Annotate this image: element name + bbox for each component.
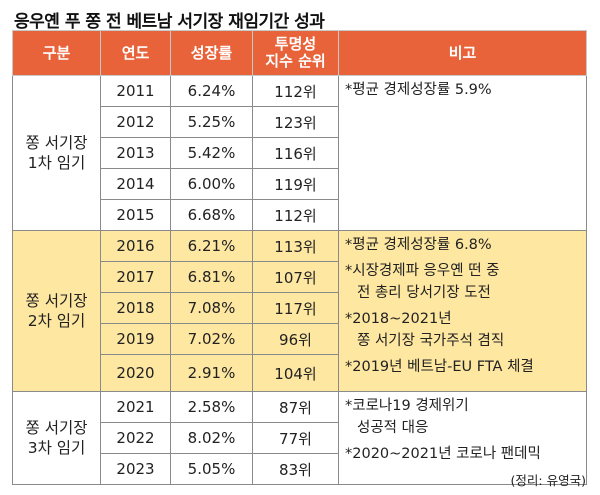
note-line-indent: 전 총리 당서기장 도전 xyxy=(357,285,491,301)
year-cell: 2022 xyxy=(100,422,171,454)
header-growth: 성장률 xyxy=(170,30,253,76)
note-line: *평균 경제성장률 6.8% xyxy=(345,237,492,253)
tenure-performance-table: 구분 연도 성장률 투명성 지수 순위 비고 쫑 서기장 1차 임기 2011 6.… xyxy=(12,30,587,485)
growth-cell: 6.24% xyxy=(170,75,253,107)
term-label-line2: 3차 임기 xyxy=(27,439,86,457)
year-cell: 2015 xyxy=(100,199,171,231)
year-cell: 2014 xyxy=(100,168,171,200)
year-cell: 2017 xyxy=(100,261,171,293)
year-cell: 2018 xyxy=(100,292,171,324)
note-cell: *코로나19 경제위기 성공적 대응 *2020~2021년 코로나 팬데믹 xyxy=(338,391,587,485)
table-row: 2020 2.91% 104위 xyxy=(13,354,587,392)
rank-cell: 96위 xyxy=(252,323,339,355)
rank-cell: 104위 xyxy=(252,354,339,392)
rank-cell: 87위 xyxy=(252,391,339,423)
header-rank-line1: 투명성 xyxy=(274,35,317,53)
year-cell: 2012 xyxy=(100,106,171,138)
table-row: 2015 6.68% 112위 xyxy=(13,199,587,231)
note-line: *코로나19 경제위기 xyxy=(345,398,469,414)
growth-cell: 2.91% xyxy=(170,354,253,392)
year-cell: 2021 xyxy=(100,391,171,423)
year-cell: 2020 xyxy=(100,354,171,392)
growth-cell: 6.81% xyxy=(170,261,253,293)
note-line: *2020~2021년 코로나 팬데믹 xyxy=(345,446,541,462)
note-line-indent: 성공적 대응 xyxy=(357,420,429,436)
header-row: 구분 연도 성장률 투명성 지수 순위 비고 xyxy=(12,30,587,76)
table-title: 응우옌 푸 쫑 전 베트남 서기장 재임기간 성과 xyxy=(14,12,325,32)
note-cell: *평균 경제성장률 5.9% xyxy=(338,75,587,231)
note-line-indent: 쫑 서기장 국가주석 겸직 xyxy=(357,333,505,349)
table-row: 2014 6.00% 119위 xyxy=(13,168,587,200)
year-cell: 2016 xyxy=(100,230,171,262)
rank-cell: 123위 xyxy=(252,106,339,138)
term-label: 쫑 서기장 3차 임기 xyxy=(12,391,101,485)
table-row: 쫑 서기장 2차 임기 2016 6.21% 113위 *평균 경제성장률 6.8… xyxy=(12,230,587,392)
growth-cell: 6.21% xyxy=(170,230,253,262)
header-year: 연도 xyxy=(100,30,171,76)
table-row: 2012 5.25% 123위 xyxy=(13,106,587,138)
growth-cell: 6.68% xyxy=(170,199,253,231)
term-label: 쫑 서기장 1차 임기 xyxy=(12,75,101,231)
year-cell: 2023 xyxy=(100,453,171,485)
note-line: 쫑 서기장 국가주석 겸직 xyxy=(345,331,582,351)
note-line: 성공적 대응 xyxy=(345,418,582,438)
term-label-line1: 쫑 서기장 xyxy=(25,292,88,310)
growth-cell: 2.58% xyxy=(170,391,253,423)
note-line: *2018~2021년 xyxy=(345,311,452,327)
rank-cell: 119위 xyxy=(252,168,339,200)
year-cell: 2013 xyxy=(100,137,171,169)
rank-cell: 117위 xyxy=(252,292,339,324)
growth-cell: 6.00% xyxy=(170,168,253,200)
growth-cell: 5.25% xyxy=(170,106,253,138)
rank-cell: 113위 xyxy=(252,230,339,262)
term-label: 쫑 서기장 2차 임기 xyxy=(12,230,101,392)
year-cell: 2011 xyxy=(100,75,171,107)
term-label-line2: 1차 임기 xyxy=(27,154,86,172)
rank-cell: 112위 xyxy=(252,75,339,107)
table-row: 2017 6.81% 107위 xyxy=(13,261,587,293)
growth-cell: 7.08% xyxy=(170,292,253,324)
growth-cell: 8.02% xyxy=(170,422,253,454)
term-label-line1: 쫑 서기장 xyxy=(25,419,88,437)
rank-cell: 107위 xyxy=(252,261,339,293)
term-label-line1: 쫑 서기장 xyxy=(25,134,88,152)
note-cell: *평균 경제성장률 6.8% *시장경제파 응우옌 떤 중 전 총리 당서기장 … xyxy=(338,230,587,392)
table-row: 2022 8.02% 77위 xyxy=(13,422,587,454)
growth-cell: 7.02% xyxy=(170,323,253,355)
header-note: 비고 xyxy=(338,30,587,76)
rank-cell: 77위 xyxy=(252,422,339,454)
growth-cell: 5.05% xyxy=(170,453,253,485)
year-cell: 2019 xyxy=(100,323,171,355)
note-line: 전 총리 당서기장 도전 xyxy=(345,283,582,303)
table-row: 2013 5.42% 116위 xyxy=(13,137,587,169)
rank-cell: 112위 xyxy=(252,199,339,231)
header-group: 구분 xyxy=(12,30,101,76)
header-rank-line2: 지수 순위 xyxy=(265,52,326,70)
term-label-line2: 2차 임기 xyxy=(27,312,86,330)
rank-cell: 83위 xyxy=(252,453,339,485)
note-line: *2019년 베트남-EU FTA 체결 xyxy=(345,359,534,375)
table-row: 쫑 서기장 3차 임기 2021 2.58% 87위 *코로나19 경제위기 성공… xyxy=(12,391,587,485)
table-row: 2018 7.08% 117위 xyxy=(13,292,587,324)
rank-cell: 116위 xyxy=(252,137,339,169)
table-row: 쫑 서기장 1차 임기 2011 6.24% 112위 *평균 경제성장률 5.9… xyxy=(12,75,587,231)
source-credit: (정리: 유영국) xyxy=(510,473,586,488)
table-row: 2023 5.05% 83위 xyxy=(13,453,587,485)
header-rank: 투명성 지수 순위 xyxy=(252,30,339,76)
growth-cell: 5.42% xyxy=(170,137,253,169)
note-line: *평균 경제성장률 5.9% xyxy=(345,82,492,98)
note-line: *시장경제파 응우옌 떤 중 xyxy=(345,263,500,279)
